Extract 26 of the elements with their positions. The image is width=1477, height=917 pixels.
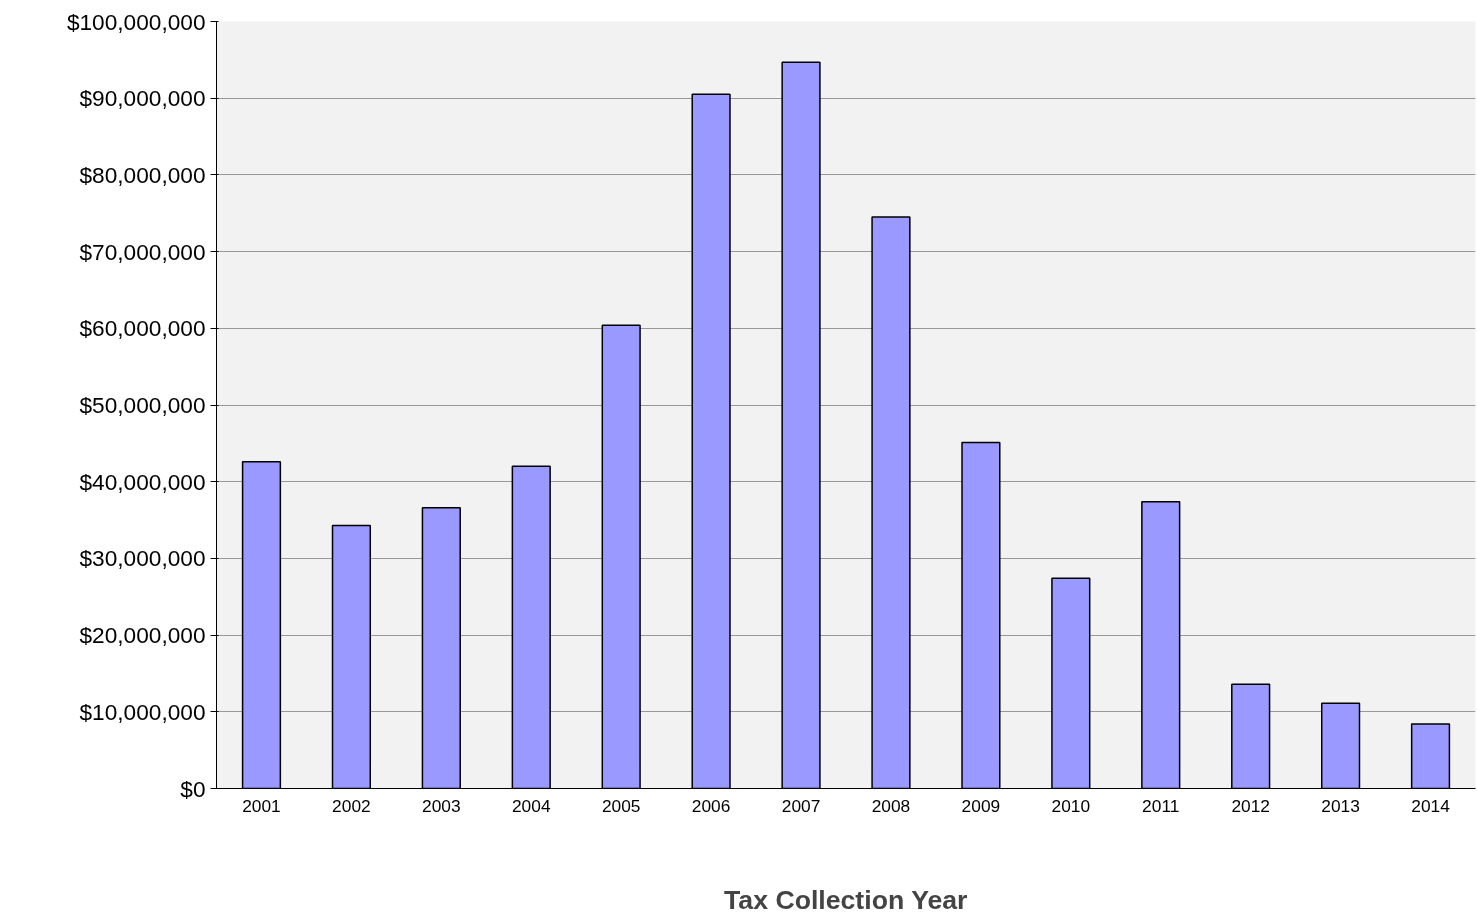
y-tick-label: $0 [180,775,206,802]
x-tick-label: 2005 [601,795,641,816]
y-tick-label: $60,000,000 [79,315,206,342]
y-tick-label: $40,000,000 [79,468,206,495]
x-tick-label: 2007 [781,795,821,816]
x-tick-label: 2003 [422,795,461,816]
y-tick-label: $80,000,000 [79,161,206,188]
x-tick-label: 2010 [1051,795,1091,816]
x-tick-label: 2002 [332,795,371,816]
x-tick-label: 2004 [511,795,551,816]
y-tick-label: $100,000,000 [66,8,206,35]
x-tick-label: 2013 [1321,795,1360,816]
y-tick-label: $10,000,000 [79,698,206,725]
x-tick-label: 2011 [1142,795,1180,816]
x-axis-title: Tax Collection Year [724,884,968,915]
y-tick-label: $20,000,000 [79,622,206,649]
x-tick-label: 2008 [871,795,911,816]
y-tick-label: $90,000,000 [79,85,206,112]
x-tick-label: 2014 [1411,795,1451,816]
x-tick-label: 2006 [691,795,731,816]
x-tick-label: 2009 [961,795,1001,816]
y-tick-label: $50,000,000 [79,392,206,418]
x-tick-label: 2012 [1231,795,1270,816]
x-tick-label: 2001 [242,795,281,816]
y-tick-label: $70,000,000 [79,238,206,265]
y-tick-label: $30,000,000 [79,545,206,572]
